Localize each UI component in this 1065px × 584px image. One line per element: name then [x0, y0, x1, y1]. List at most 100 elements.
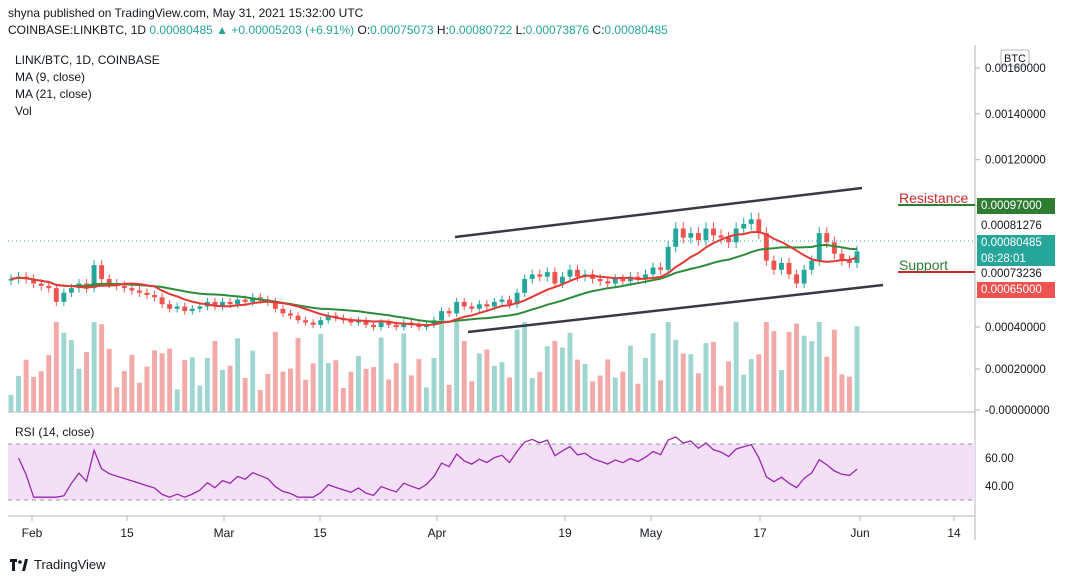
volume-bar: [748, 359, 754, 412]
candle-body: [748, 219, 754, 224]
volume-bar: [816, 322, 822, 412]
candle-body: [559, 276, 565, 284]
price-tick-label: 0.00160000: [985, 63, 1046, 75]
price-change: +0.00005203 (+6.91%): [231, 23, 355, 37]
candle-body: [658, 267, 664, 270]
volume-bar: [726, 361, 732, 412]
candle-body: [310, 322, 316, 325]
volume-bar: [356, 356, 361, 412]
volume-bar: [688, 354, 694, 412]
legend-pair[interactable]: LINK/BTC, 1D, COINBASE: [15, 53, 160, 67]
time-tick-label: 15: [313, 526, 327, 540]
volume-bar: [174, 389, 180, 412]
candle-body: [378, 322, 384, 328]
volume-bar: [703, 343, 709, 412]
price-tick-label: 0.00140000: [985, 109, 1046, 121]
candle-body: [121, 285, 127, 289]
open-value: 0.00075073: [370, 23, 434, 37]
rsi-line: [18, 436, 858, 498]
volume-bar: [514, 329, 520, 412]
legend-ma9[interactable]: MA (9, close): [15, 70, 86, 84]
symbol-ohlc-line: COINBASE:LINKBTC, 1D 0.00080485 ▲ +0.000…: [8, 23, 668, 37]
volume-bar: [643, 358, 648, 412]
candle-body: [257, 297, 263, 300]
volume-bar: [786, 332, 792, 412]
candle-body: [220, 301, 225, 307]
candle-body: [552, 272, 558, 284]
price-tick-label: 0.00120000: [985, 155, 1046, 167]
last-price-tag: 0.00080485: [977, 235, 1055, 251]
volume-bar: [612, 377, 618, 412]
legend-vol[interactable]: Vol: [15, 104, 32, 118]
volume-bar: [53, 322, 59, 412]
rsi-tick-label: 40.00: [985, 481, 1014, 493]
candle-body: [771, 260, 777, 270]
volume-bar: [627, 345, 633, 412]
volume-bar: [152, 350, 157, 412]
high-label: H:: [436, 23, 449, 37]
last-price: 0.00080485: [149, 23, 213, 37]
price-tick-label: 0.00020000: [985, 364, 1046, 376]
candle-body: [318, 320, 324, 325]
volume-bar: [491, 365, 497, 412]
volume-bar: [288, 368, 293, 412]
low-label: L:: [515, 23, 526, 37]
tradingview-brand[interactable]: TradingView: [10, 557, 106, 572]
channel-lower-line: [467, 283, 884, 334]
volume-bar: [250, 350, 256, 412]
candle-body: [144, 292, 150, 296]
candle-body: [673, 228, 679, 247]
candle-body: [597, 278, 603, 282]
candle-body: [295, 315, 301, 321]
volume-bar: [711, 341, 716, 412]
volume-bar: [673, 339, 679, 412]
candle-body: [756, 219, 762, 234]
volume-bar: [91, 322, 97, 412]
candle-body: [325, 315, 331, 321]
volume-bar: [401, 333, 407, 412]
candle-body: [612, 278, 618, 284]
volume-bar: [484, 349, 490, 412]
volume-bar: [144, 366, 150, 412]
volume-bar: [8, 395, 14, 412]
volume-bar: [461, 341, 467, 412]
time-tick-label: 15: [120, 526, 134, 540]
high-value: 0.00080722: [448, 23, 513, 37]
volume-bar: [272, 331, 278, 412]
volume-bar: [756, 354, 762, 412]
time-tick-label: Feb: [22, 526, 43, 540]
symbol-label[interactable]: COINBASE:LINKBTC, 1D: [8, 23, 147, 37]
volume-bar: [129, 354, 135, 412]
candle-body: [416, 324, 422, 328]
time-tick-label: May: [640, 526, 663, 540]
volume-bar: [809, 341, 815, 412]
candle-body: [469, 306, 475, 309]
volume-bar: [371, 367, 377, 412]
volume-bar: [597, 375, 603, 412]
candle-body: [839, 253, 845, 261]
volume-bar: [779, 370, 784, 412]
candle-body: [665, 246, 671, 270]
ma9-price-tag: 0.00081276: [977, 218, 1055, 234]
legend-rsi[interactable]: RSI (14, close): [15, 425, 95, 439]
candle-body: [794, 274, 800, 284]
candle-body: [303, 320, 309, 323]
candle-body: [476, 304, 482, 309]
tradingview-logo-icon: [10, 558, 28, 571]
volume-bar: [839, 374, 845, 412]
countdown-tag: 08:28:01: [977, 251, 1055, 267]
footer-brand-label: TradingView: [34, 557, 106, 572]
volume-bar: [408, 375, 414, 412]
volume-bar: [167, 348, 173, 412]
volume-bar: [189, 357, 195, 412]
volume-bar: [544, 346, 550, 412]
candle-body: [514, 292, 520, 305]
candle-body: [763, 233, 769, 261]
legend-ma21[interactable]: MA (21, close): [15, 87, 92, 101]
candle-body: [288, 313, 293, 316]
volume-bar: [333, 360, 339, 412]
candle-body: [272, 301, 278, 309]
volume-bar: [197, 385, 203, 412]
candle-body: [446, 311, 452, 314]
